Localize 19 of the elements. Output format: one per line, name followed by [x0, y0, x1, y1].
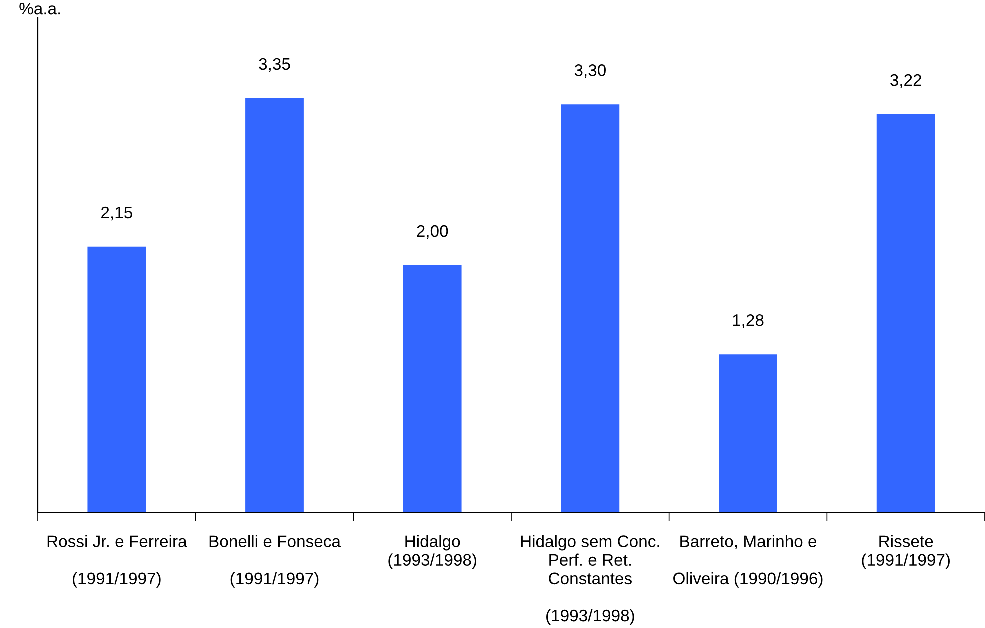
category-label: Bonelli e Fonseca (1991/1997) — [210, 535, 341, 588]
bar — [403, 266, 462, 513]
x-tick-label: Rissete (1991/1997) — [862, 535, 950, 570]
data-label: 2,00 — [417, 225, 448, 240]
x-tick-label: Hidalgo (1993/1998) — [388, 535, 476, 570]
bar — [246, 98, 304, 513]
bar — [876, 114, 936, 513]
category-label: Rossi Jr. e Ferreira (1991/1997) — [48, 535, 188, 588]
category-label: Barreto, Marinho e Oliveira (1990/1996) — [674, 535, 823, 588]
data-label: 2,15 — [102, 206, 132, 221]
bar — [88, 246, 146, 513]
bar — [561, 104, 620, 513]
data-label: 3,30 — [574, 64, 606, 78]
category-label: Hidalgo sem Conc. Perf. e Ret. Constantes (1993/1998) — [521, 535, 660, 625]
data-label: 3,35 — [259, 58, 290, 72]
y-axis-title: %a.a. — [20, 2, 60, 15]
bar — [719, 354, 778, 513]
data-label: 3,22 — [890, 74, 922, 88]
data-label: 1,28 — [733, 314, 764, 328]
